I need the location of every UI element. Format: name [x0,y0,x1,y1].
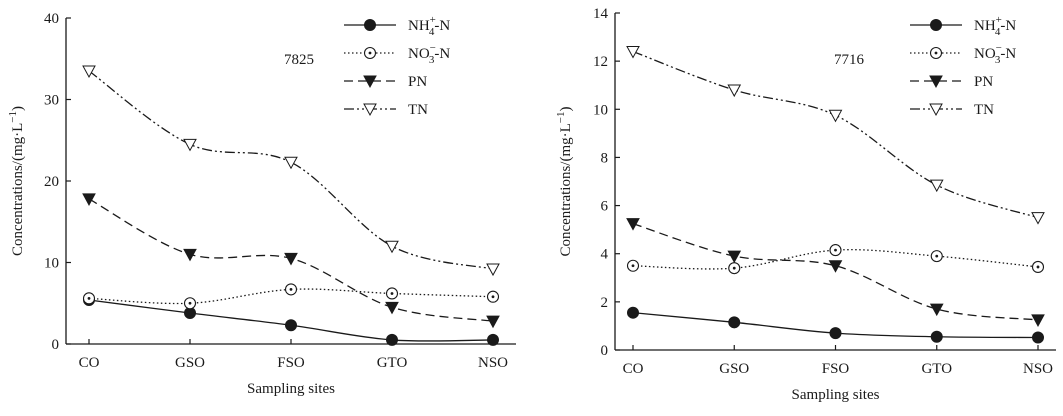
y-tick-label: 40 [44,11,59,27]
data-point [1031,260,1045,274]
chart-7716-svg: 0 2 4 6 8 10 12 14 CO GSO FSO GTO NSO Sampling sites C… [555,6,1056,403]
y-tick-label: 4 [601,247,609,263]
legend-label: NO− 3-N [974,42,1016,66]
y-axis-title: Concentrations/(mg·L−1) [555,106,574,256]
legend-marker [930,19,942,31]
legend-marker [929,46,943,60]
series-line [632,223,1039,321]
x-axis-title: Sampling sites [247,381,335,397]
data-point [627,306,639,319]
y-axis-title: Concentrations/(mg·L−1) [7,106,26,256]
chart-7825-svg: 0 10 20 30 40 CO GSO FSO GTO NSO Sampling sites Con… [7,11,516,397]
x-tick-label: GTO [377,355,408,371]
legend-marker [363,46,377,60]
data-point [828,109,843,123]
series-0 [627,306,1044,344]
y-tick-label: 6 [601,199,609,215]
data-point [829,244,842,257]
data-point [626,218,640,231]
data-point [284,252,298,266]
x-tick-label: FSO [277,355,305,371]
data-point [1031,212,1045,225]
y-tick-label: 0 [601,343,609,359]
data-point [727,84,742,98]
series-2 [82,193,500,329]
x-tick-label: CO [623,361,644,377]
data-point [929,179,944,193]
series-3 [82,65,500,277]
series-1 [626,244,1045,275]
panel-label: 7716 [834,52,865,68]
chart-7716: 0 2 4 6 8 10 12 14 CO GSO FSO GTO NSO Sampling sites C… [532,0,1063,411]
legend-label: NO− 3-N [408,42,450,66]
legend-label: TN [408,102,428,118]
x-tick-label: NSO [1023,361,1053,377]
y-tick-label: 10 [593,102,608,118]
y-tick-label: 8 [601,150,609,166]
data-point [82,65,96,79]
x-tick-label: GSO [175,355,205,371]
data-point [1032,331,1044,344]
legend-label: NH+ 4-N [408,14,450,38]
data-point [626,259,640,272]
legend-marker [363,75,377,89]
data-point [285,319,297,332]
data-point [385,240,399,254]
legend-marker [929,75,943,89]
data-point [183,138,197,152]
legend-marker [364,19,376,31]
data-point [486,315,500,329]
data-point [284,283,298,296]
y-tick-label: 30 [44,93,59,109]
series-2 [626,218,1045,327]
data-point [929,303,944,317]
data-point [385,287,399,300]
y-tick-label: 10 [44,256,59,272]
data-point [1031,314,1045,327]
data-point [486,290,500,303]
series-1 [82,283,500,310]
y-tick-label: 12 [593,54,608,70]
data-point [82,193,96,206]
data-point [829,327,842,340]
chart-7825: 0 10 20 30 40 CO GSO FSO GTO NSO Sampling sites Con… [0,0,531,411]
y-tick-label: 14 [593,6,609,22]
data-point [930,250,943,263]
data-point [183,248,197,262]
data-point [284,156,298,170]
y-tick-label: 2 [601,295,609,311]
legend-label: PN [408,74,427,90]
data-point [385,301,399,315]
legend-label: NH+ 4-N [974,14,1016,38]
data-point [728,262,741,275]
x-tick-label: GTO [921,361,952,377]
data-point [82,292,96,305]
x-axis-title: Sampling sites [792,387,880,403]
data-point [386,333,398,346]
legend-marker [929,103,943,117]
data-point [487,333,499,346]
data-point [727,250,742,264]
y-tick-label: 20 [44,174,59,190]
data-point [183,297,197,310]
series-3 [626,46,1045,225]
data-point [728,316,741,329]
data-point [828,260,843,273]
data-point [626,46,640,59]
legend-label: TN [974,102,994,118]
data-point [930,330,943,343]
y-tick-label: 0 [52,337,60,353]
x-tick-label: CO [79,355,100,371]
data-point [486,263,500,277]
x-tick-label: FSO [822,361,850,377]
x-tick-label: NSO [478,355,508,371]
legend-marker [363,103,377,117]
series-line [88,70,494,270]
panel-label: 7825 [284,52,314,68]
x-tick-label: GSO [719,361,749,377]
legend-label: PN [974,74,993,90]
